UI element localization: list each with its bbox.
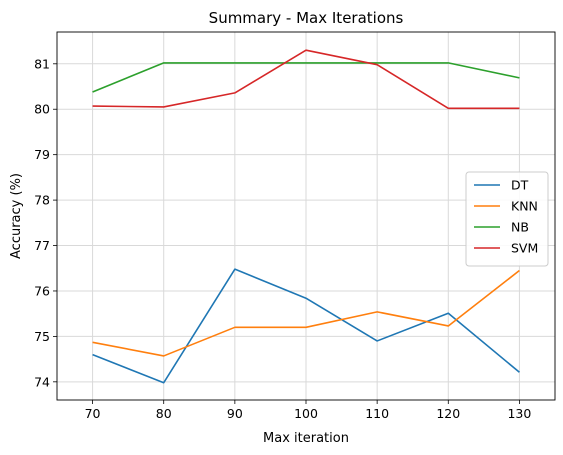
x-tick-label: 80 — [156, 406, 172, 421]
y-axis-label: Accuracy (%) — [9, 173, 24, 259]
x-tick-label: 130 — [507, 406, 531, 421]
legend-label-dt: DT — [511, 178, 529, 193]
legend-label-svm: SVM — [511, 241, 538, 256]
legend: DT KNN NB SVM — [465, 171, 549, 267]
x-tick-label: 110 — [365, 406, 389, 421]
series-line-nb — [92, 62, 520, 93]
y-tick-label: 81 — [34, 56, 50, 71]
y-tick-label: 74 — [34, 374, 50, 389]
chart-title: Summary - Max Iterations — [209, 9, 404, 27]
y-tick-label: 78 — [34, 193, 50, 208]
axes: 70 80 90 100 110 120 130 74 75 76 77 78 79 80 81 — [34, 56, 531, 421]
y-tick-label: 77 — [34, 238, 50, 253]
legend-label-knn: KNN — [511, 199, 538, 214]
x-tick-label: 100 — [294, 406, 318, 421]
legend-box — [465, 171, 549, 267]
series-line-knn — [92, 269, 520, 357]
legend-label-nb: NB — [511, 220, 529, 235]
series-line-svm — [92, 49, 520, 110]
x-axis-label: Max iteration — [263, 431, 349, 446]
series-line-dt — [92, 268, 520, 384]
y-tick-label: 75 — [34, 329, 50, 344]
x-tick-label: 70 — [85, 406, 101, 421]
y-tick-label: 76 — [34, 283, 50, 298]
y-tick-label: 80 — [34, 102, 50, 117]
x-tick-label: 90 — [227, 406, 243, 421]
y-tick-label: 79 — [34, 147, 50, 162]
x-tick-label: 120 — [436, 406, 460, 421]
series-layer — [92, 49, 520, 384]
